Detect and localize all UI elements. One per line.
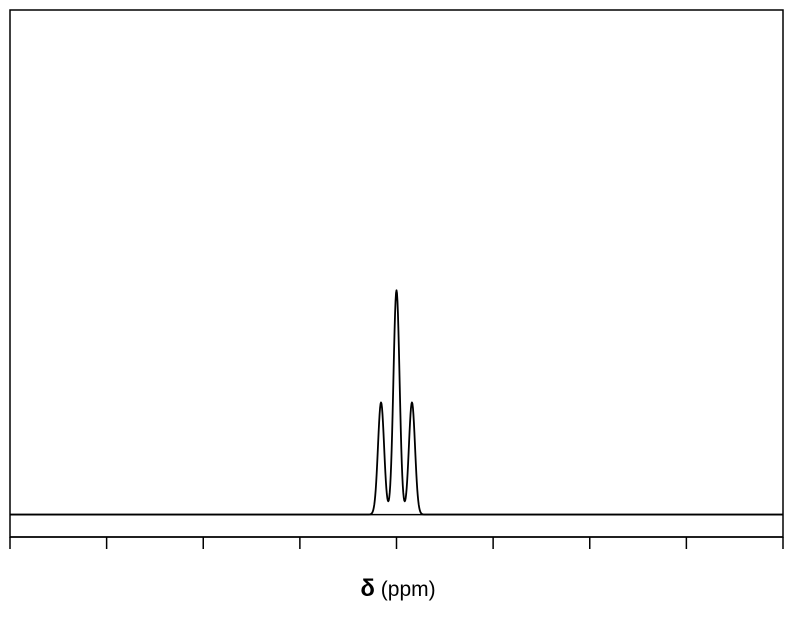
plot-frame bbox=[9, 9, 784, 538]
x-axis-ticks bbox=[9, 537, 784, 549]
spectrum-trace bbox=[9, 289, 784, 516]
x-axis-unit: (ppm) bbox=[380, 578, 436, 601]
delta-symbol: δ bbox=[360, 575, 375, 602]
x-axis-label: δ (ppm) bbox=[0, 575, 796, 603]
